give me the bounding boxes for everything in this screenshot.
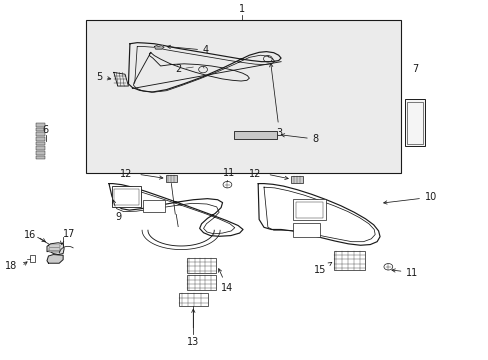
Polygon shape [47, 255, 63, 263]
Text: 12: 12 [120, 169, 132, 179]
Text: 14: 14 [218, 269, 233, 293]
Bar [36, 137, 44, 140]
Text: 6: 6 [42, 125, 48, 135]
Bar [49, 248, 60, 249]
Text: 11: 11 [391, 267, 418, 278]
Bar [36, 132, 44, 136]
Bar [36, 128, 44, 131]
Bar [36, 141, 44, 145]
Text: 18: 18 [4, 261, 17, 271]
Text: 12: 12 [249, 169, 261, 179]
Bar [333, 251, 365, 270]
Polygon shape [154, 45, 163, 49]
Text: 10: 10 [383, 192, 436, 204]
Bar [405, 99, 424, 146]
Text: 15: 15 [313, 262, 331, 275]
Bar [186, 275, 216, 290]
Bar [290, 176, 302, 183]
Text: 1: 1 [239, 4, 244, 14]
Text: 11: 11 [223, 168, 235, 178]
Bar [293, 199, 326, 220]
Text: 17: 17 [63, 229, 75, 239]
Text: 4: 4 [167, 45, 209, 55]
Bar [30, 255, 35, 262]
Bar [233, 131, 276, 139]
Bar [49, 245, 60, 247]
Text: 13: 13 [187, 337, 199, 347]
Bar [296, 202, 323, 219]
Bar [49, 251, 60, 252]
Text: 8: 8 [281, 134, 318, 144]
Text: 2: 2 [175, 64, 182, 74]
Text: 3: 3 [269, 63, 282, 138]
Bar [165, 175, 177, 182]
Bar [114, 189, 139, 205]
Bar [112, 186, 141, 207]
Text: 9: 9 [112, 200, 122, 221]
Bar [86, 21, 400, 173]
Bar [407, 102, 422, 144]
Bar [36, 156, 44, 159]
Text: 5: 5 [96, 72, 110, 82]
Text: 16: 16 [24, 230, 36, 239]
Polygon shape [47, 243, 64, 255]
Bar [293, 223, 320, 237]
Bar [186, 258, 216, 273]
Bar [178, 293, 207, 306]
Bar [36, 146, 44, 150]
Bar [143, 200, 164, 212]
Bar [36, 151, 44, 154]
Text: 7: 7 [411, 64, 417, 74]
Bar [36, 123, 44, 127]
